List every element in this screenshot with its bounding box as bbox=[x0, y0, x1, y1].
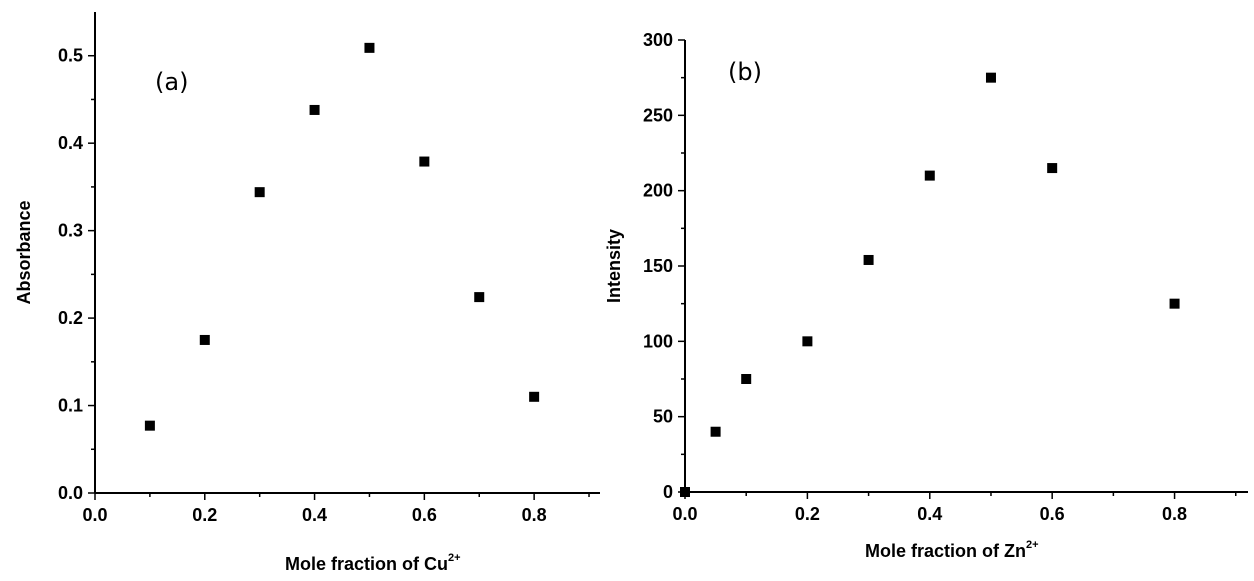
x-axis-title-a: Mole fraction of Cu2+ bbox=[285, 552, 461, 574]
panel-label-a: (a) bbox=[155, 68, 188, 96]
data-point-a bbox=[254, 187, 265, 198]
y-tick-label-b: 0 bbox=[663, 482, 673, 502]
x-tick-label-a: 0.0 bbox=[82, 505, 107, 525]
data-point-a bbox=[199, 334, 210, 345]
x-tick-label-a: 0.2 bbox=[192, 505, 217, 525]
data-point-b bbox=[710, 426, 721, 437]
y-tick-label-b: 300 bbox=[643, 30, 673, 50]
data-point-b bbox=[1047, 163, 1058, 174]
x-axis-title-text-b: Mole fraction of Zn bbox=[865, 541, 1026, 561]
x-tick-label-b: 0.6 bbox=[1040, 504, 1065, 524]
x-tick-label-b: 0.8 bbox=[1162, 504, 1187, 524]
x-tick-label-b: 0.0 bbox=[672, 504, 697, 524]
y-tick-label-b: 150 bbox=[643, 256, 673, 276]
data-point-a bbox=[474, 292, 485, 303]
x-axis-title-superscript-b: 2+ bbox=[1026, 539, 1039, 551]
data-point-b bbox=[741, 374, 752, 384]
data-point-a bbox=[309, 104, 320, 115]
data-point-b bbox=[1169, 298, 1180, 309]
y-tick-label-a: 0.5 bbox=[58, 46, 83, 66]
y-axis-title-a: Absorbance bbox=[14, 200, 34, 304]
data-point-b bbox=[680, 487, 690, 497]
data-point-a bbox=[144, 420, 155, 431]
data-point-b bbox=[802, 336, 813, 347]
chart-panel-b: (b) Intensity Mole fraction of Zn2+ 0 50 1… bbox=[604, 30, 1248, 561]
x-axis-title-text-a: Mole fraction of Cu bbox=[285, 554, 448, 574]
panel-label-b: (b) bbox=[728, 58, 762, 86]
x-axis-title-b: Mole fraction of Zn2+ bbox=[865, 539, 1039, 561]
x-tick-label-a: 0.6 bbox=[412, 505, 437, 525]
chart-panel-a: (a) Absorbance Mole fraction of Cu2+ 0.0… bbox=[14, 12, 600, 574]
data-point-a bbox=[529, 391, 540, 402]
x-axis-title-superscript-a: 2+ bbox=[448, 552, 461, 564]
x-tick-label-b: 0.4 bbox=[917, 504, 942, 524]
y-tick-label-a: 0.1 bbox=[58, 396, 83, 416]
data-point-b bbox=[985, 72, 996, 83]
y-axis-title-b: Intensity bbox=[604, 229, 624, 303]
x-tick-label-b: 0.2 bbox=[795, 504, 820, 524]
x-tick-label-a: 0.8 bbox=[522, 505, 547, 525]
y-tick-label-b: 250 bbox=[643, 105, 673, 125]
y-tick-label-b: 100 bbox=[643, 331, 673, 351]
data-point-b bbox=[863, 254, 874, 265]
y-tick-label-a: 0.0 bbox=[58, 483, 83, 503]
y-tick-label-b: 200 bbox=[643, 181, 673, 201]
y-tick-label-b: 50 bbox=[653, 407, 673, 427]
data-point-a bbox=[419, 156, 430, 167]
data-point-b bbox=[924, 170, 935, 181]
y-tick-label-a: 0.3 bbox=[58, 221, 83, 241]
data-point-a bbox=[364, 42, 375, 53]
y-tick-label-a: 0.2 bbox=[58, 308, 83, 328]
y-tick-label-a: 0.4 bbox=[58, 133, 83, 153]
x-tick-label-a: 0.4 bbox=[302, 505, 327, 525]
